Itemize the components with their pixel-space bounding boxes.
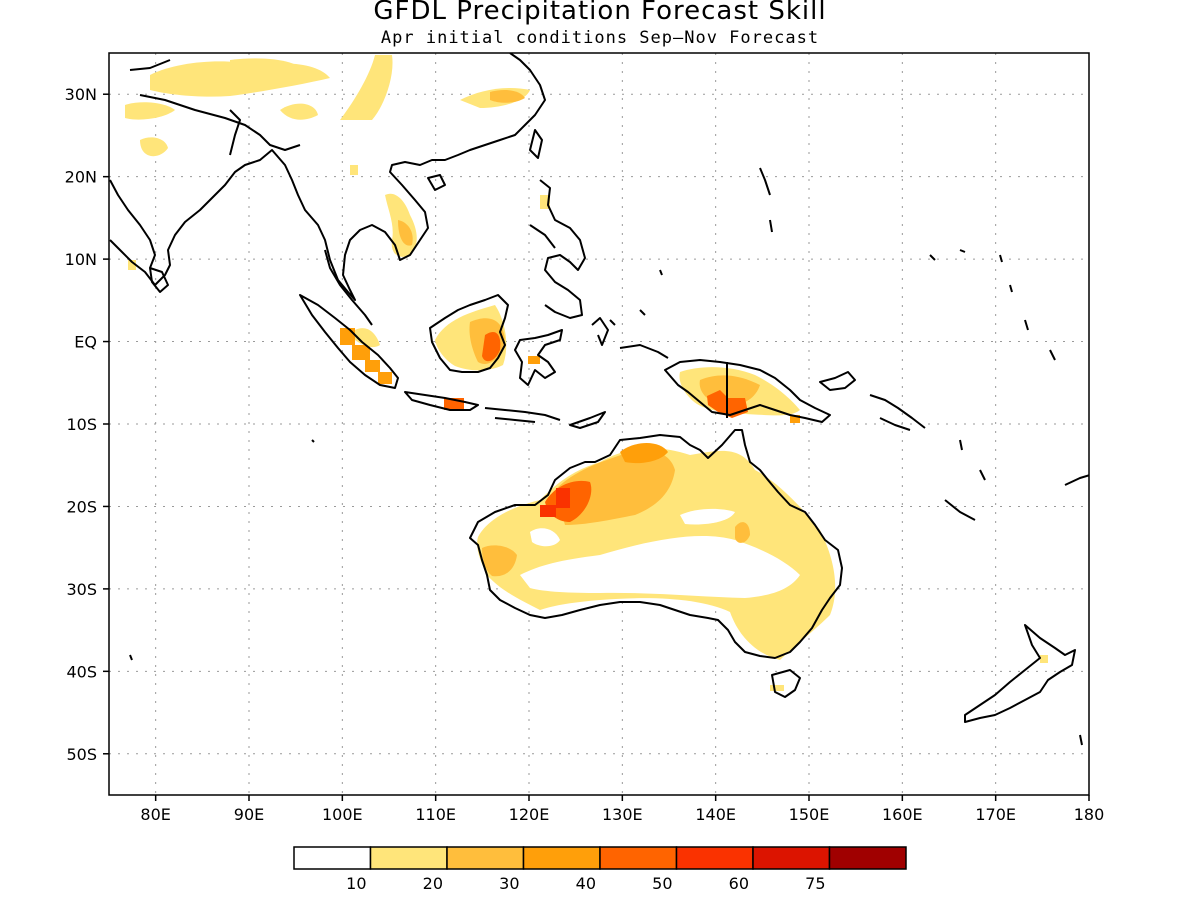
colorbar-swatch xyxy=(446,846,525,870)
grid-lines xyxy=(109,53,1090,795)
coastline-australia xyxy=(469,429,843,659)
coastline-halmahera xyxy=(591,317,669,359)
skill-region-india xyxy=(128,260,136,270)
coastline-islands xyxy=(659,167,1089,521)
lat-tick-label: 30S xyxy=(66,580,97,599)
coastline-sulawesi xyxy=(514,329,563,386)
coastline-sri-lanka xyxy=(149,267,169,293)
lon-tick-label: 80E xyxy=(140,805,170,824)
coastline-new-britain xyxy=(819,371,856,391)
lat-tick-label: 40S xyxy=(66,662,97,681)
skill-region-tibet xyxy=(340,55,393,120)
lon-tick-label: 110E xyxy=(415,805,456,824)
coastline-islands xyxy=(129,309,1083,746)
skill-region-tibet xyxy=(280,103,318,120)
coastline-solomons xyxy=(869,394,926,431)
skill-region-nw-australia xyxy=(556,488,570,508)
lat-tick-label: 20N xyxy=(65,168,97,187)
colorbar-swatch xyxy=(293,846,372,870)
coastline-philippines xyxy=(529,179,586,319)
coastline-malay xyxy=(324,249,373,326)
skill-region-tasmania xyxy=(770,685,784,691)
colorbar-label: 30 xyxy=(499,874,519,893)
skill-region-n-coast xyxy=(620,443,668,464)
coastline-java xyxy=(404,391,561,423)
lon-tick-label: 170E xyxy=(975,805,1016,824)
skill-region-sumatra xyxy=(340,328,392,384)
lat-tick-label: 30N xyxy=(65,85,97,104)
coastline-border xyxy=(129,59,241,156)
lon-tick-label: 140E xyxy=(695,805,736,824)
colorbar-swatch xyxy=(675,846,754,870)
plot-frame xyxy=(108,52,1090,796)
chart-title: GFDL Precipitation Forecast Skill xyxy=(373,0,827,26)
colorbar-swatch xyxy=(522,846,601,870)
skill-region-australia-low xyxy=(520,535,800,598)
chart-subtitle: Apr initial conditions Sep—Nov Forecast xyxy=(380,28,820,48)
colorbar-swatch xyxy=(752,846,831,870)
colorbar-swatch xyxy=(369,846,448,870)
colorbar-swatch xyxy=(599,846,678,870)
lon-tick-label: 120E xyxy=(509,805,550,824)
lat-tick-labels: 30N 20N 10N EQ 10S 20S 30S 40S 50S xyxy=(65,85,109,764)
skill-region-vietnam xyxy=(398,220,413,246)
lon-tick-labels: 80E 90E 100E 110E 120E 130E 140E 150E 160E 170E 18… xyxy=(140,795,1104,824)
skill-region-nz xyxy=(1040,655,1048,663)
lat-tick-label: 50S xyxy=(66,745,97,764)
lon-tick-label: 130E xyxy=(602,805,643,824)
colorbar-label: 60 xyxy=(729,874,749,893)
coastline-timor xyxy=(569,411,606,429)
colorbar-swatch xyxy=(828,846,907,870)
skill-region-sw-australia xyxy=(482,545,517,577)
lon-tick-label: 160E xyxy=(882,805,923,824)
skill-region-tibet xyxy=(230,58,305,75)
coastline-new-guinea xyxy=(664,359,831,423)
skill-region-australia-low xyxy=(530,528,560,547)
coastline-taiwan xyxy=(529,129,543,159)
skill-region-malaya xyxy=(350,165,358,175)
coastline-hainan xyxy=(427,174,446,191)
skill-region-tibet xyxy=(125,102,175,120)
lon-tick-label: 180 xyxy=(1074,805,1105,824)
colorbar-label: 10 xyxy=(346,874,366,893)
skill-region-e-china xyxy=(490,90,525,103)
skill-region-nw-australia xyxy=(540,505,556,517)
skill-region-ne-australia xyxy=(735,522,750,543)
skill-shading xyxy=(125,55,1048,691)
lat-tick-label: EQ xyxy=(74,333,97,352)
coastline-asia xyxy=(109,53,546,301)
coastlines xyxy=(109,53,1089,746)
colorbar-label: 20 xyxy=(423,874,443,893)
lon-tick-label: 150E xyxy=(789,805,830,824)
coastline-sumatra xyxy=(299,294,399,389)
skill-region-sulawesi xyxy=(528,356,540,364)
lon-tick-label: 90E xyxy=(234,805,264,824)
lon-tick-label: 100E xyxy=(322,805,363,824)
coastline-new-zealand xyxy=(964,624,1076,723)
colorbar: 10 20 30 40 50 60 75 xyxy=(293,846,907,893)
skill-region-new-guinea xyxy=(790,415,800,423)
skill-region-australia-low xyxy=(680,508,735,525)
skill-region-philippines xyxy=(540,195,550,209)
coastline-himalaya xyxy=(139,94,301,151)
coastline-tasmania xyxy=(771,669,801,698)
skill-region-e-borneo xyxy=(482,331,501,362)
coastline-borneo xyxy=(429,294,509,373)
colorbar-label: 50 xyxy=(652,874,672,893)
coastline-india-west xyxy=(109,179,156,269)
lat-tick-label: 10N xyxy=(65,250,97,269)
lat-tick-label: 10S xyxy=(66,415,97,434)
colorbar-label: 40 xyxy=(576,874,596,893)
skill-region-tibet xyxy=(140,137,168,157)
colorbar-label: 75 xyxy=(805,874,825,893)
lat-tick-label: 20S xyxy=(66,497,97,516)
